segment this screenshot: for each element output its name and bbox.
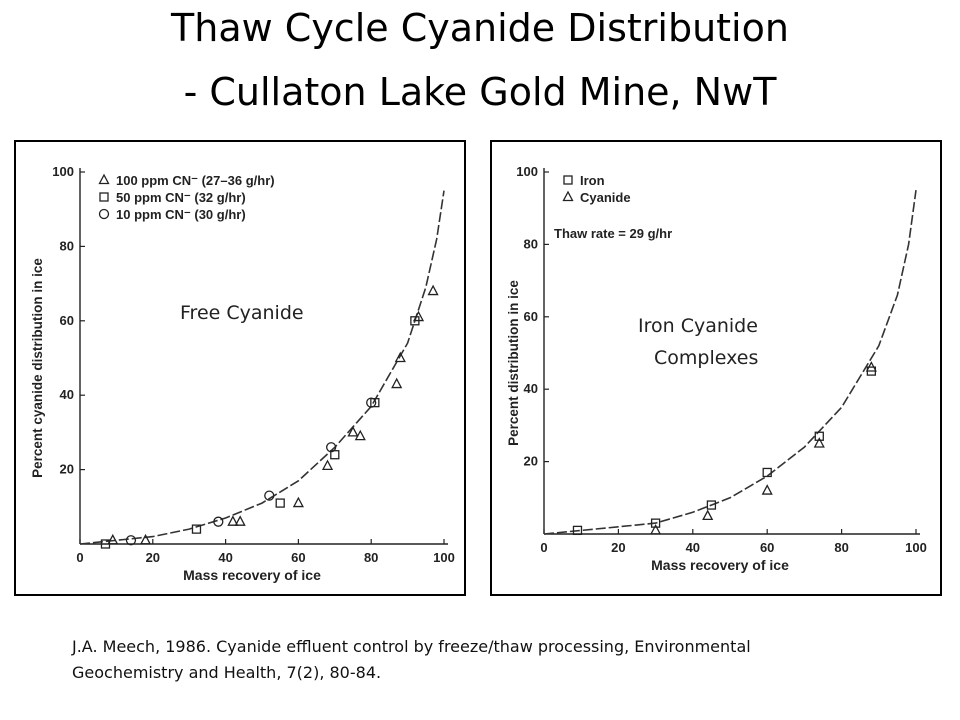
iron-cyanide-chart-panel: 0 20 40 60 80 100 20 40 60 80 100 Mass recovery of … xyxy=(490,140,942,596)
chart1-legend-square-marker xyxy=(99,192,109,202)
chart2-triangle-point xyxy=(761,484,773,495)
iron-cyanide-label-line1: Iron Cyanide xyxy=(638,315,758,337)
chart1-triangle-point xyxy=(227,515,239,526)
chart1-y-axis-label: Percent cyanide distribution in ice xyxy=(30,258,45,478)
chart1-square-point xyxy=(370,397,380,408)
slide-title-line2: - Cullaton Lake Gold Mine, NwT xyxy=(183,70,777,114)
chart1-square-point xyxy=(410,316,420,326)
chart1-triangle-point xyxy=(394,351,406,363)
chart1-circle-point xyxy=(366,397,377,408)
free-cyanide-chart: 0 20 40 60 80 100 20 40 60 80 100 Mass recovery of … xyxy=(30,164,455,583)
chart1-triangle-point xyxy=(427,284,439,296)
chart2-x-tick-label: 60 xyxy=(760,540,774,555)
chart1-circle-point xyxy=(264,490,275,501)
chart2-square-point xyxy=(572,525,583,536)
chart1-legend-label: 50 ppm CN⁻ (32 g/hr) xyxy=(116,190,246,205)
chart1-square-point xyxy=(191,524,202,534)
iron-cyanide-label-line2: Complexes xyxy=(654,347,759,369)
chart2-triangle-point xyxy=(702,509,714,521)
chart1-triangle-point xyxy=(321,459,334,471)
chart2-x-axis-label: Mass recovery of ice xyxy=(651,557,789,573)
chart1-square-point xyxy=(275,498,285,508)
chart1-fitted-curve xyxy=(79,190,445,545)
chart2-square-point xyxy=(706,500,717,510)
citation-line1: J.A. Meech, 1986. Cyanide effluent contr… xyxy=(72,637,751,656)
chart2-y-tick-label: 60 xyxy=(524,309,538,324)
chart2-fitted-curve xyxy=(543,189,917,535)
chart2-y-tick-label: 20 xyxy=(524,454,538,469)
chart2-triangle-point xyxy=(865,361,877,372)
chart1-x-tick-label: 20 xyxy=(146,550,160,565)
chart1-legend-label: 10 ppm CN⁻ (30 g/hr) xyxy=(116,207,246,222)
chart1-x-tick-label: 40 xyxy=(218,550,232,565)
chart1-x-axis-label: Mass recovery of ice xyxy=(183,567,321,583)
chart2-square-point xyxy=(814,431,824,441)
chart2-legend-label: Cyanide xyxy=(580,190,631,205)
chart1-y-tick-label: 100 xyxy=(52,164,74,179)
chart1-x-tick-label: 100 xyxy=(433,550,455,565)
chart1-square-point xyxy=(100,539,111,549)
free-cyanide-chart-panel: 0 20 40 60 80 100 20 40 60 80 100 Mass recovery of … xyxy=(14,140,466,596)
chart1-triangle-point xyxy=(354,429,366,441)
iron-cyanide-label: Iron Cyanide Complexes xyxy=(638,310,808,374)
chart1-triangle-point xyxy=(107,533,119,545)
chart1-y-tick-label: 80 xyxy=(60,238,74,253)
chart1-y-tick-label: 40 xyxy=(60,387,74,402)
chart2-legend-label: Iron xyxy=(580,173,605,188)
chart1-triangle-point xyxy=(391,377,403,389)
chart1-triangle-point xyxy=(234,515,246,526)
chart1-x-tick-label: 60 xyxy=(291,550,305,565)
chart2-x-tick-label: 80 xyxy=(834,540,848,555)
chart1-legend-circle-marker xyxy=(98,208,110,220)
chart1-circle-point xyxy=(213,516,224,527)
chart1-triangle-point xyxy=(139,533,152,545)
chart2-x-tick-label: 40 xyxy=(686,540,700,555)
free-cyanide-label: Free Cyanide xyxy=(180,302,304,324)
chart2-y-tick-label: 100 xyxy=(516,164,538,179)
citation: J.A. Meech, 1986. Cyanide effluent contr… xyxy=(72,634,932,686)
chart1-y-tick-label: 20 xyxy=(60,462,74,477)
chart2-legend-triangle-marker xyxy=(562,190,574,202)
chart1-x-tick-label: 80 xyxy=(364,550,378,565)
chart2-x-tick-label: 100 xyxy=(905,540,927,555)
chart1-triangle-point xyxy=(292,496,304,508)
chart1-circle-point xyxy=(326,442,337,453)
chart1-circle-point xyxy=(125,535,137,546)
chart2-annotation: Thaw rate = 29 g/hr xyxy=(554,226,672,241)
citation-line2: Geochemistry and Health, 7(2), 80-84. xyxy=(72,663,382,682)
slide-title-line1: Thaw Cycle Cyanide Distribution xyxy=(171,6,789,50)
chart2-x-tick-label: 20 xyxy=(611,540,625,555)
chart2-y-tick-label: 80 xyxy=(524,236,538,251)
chart2-legend-square-marker xyxy=(563,175,573,185)
chart1-x-tick-label: 0 xyxy=(76,550,83,565)
chart2-square-point xyxy=(650,518,661,528)
chart2-y-axis-label: Percent distribution in ice xyxy=(506,280,521,446)
chart2-y-tick-label: 40 xyxy=(524,381,538,396)
chart1-legend-label: 100 ppm CN⁻ (27–36 g/hr) xyxy=(116,173,275,188)
chart1-y-tick-label: 60 xyxy=(60,313,74,328)
chart2-triangle-point xyxy=(813,437,825,448)
chart1-triangle-point xyxy=(347,426,359,437)
chart2-square-point xyxy=(762,467,772,478)
chart2-triangle-point xyxy=(650,523,662,535)
chart1-legend-triangle-marker xyxy=(98,173,110,185)
chart2-x-tick-label: 0 xyxy=(540,540,547,555)
iron-cyanide-chart: 0 20 40 60 80 100 20 40 60 80 100 Mass recovery of … xyxy=(506,164,927,573)
